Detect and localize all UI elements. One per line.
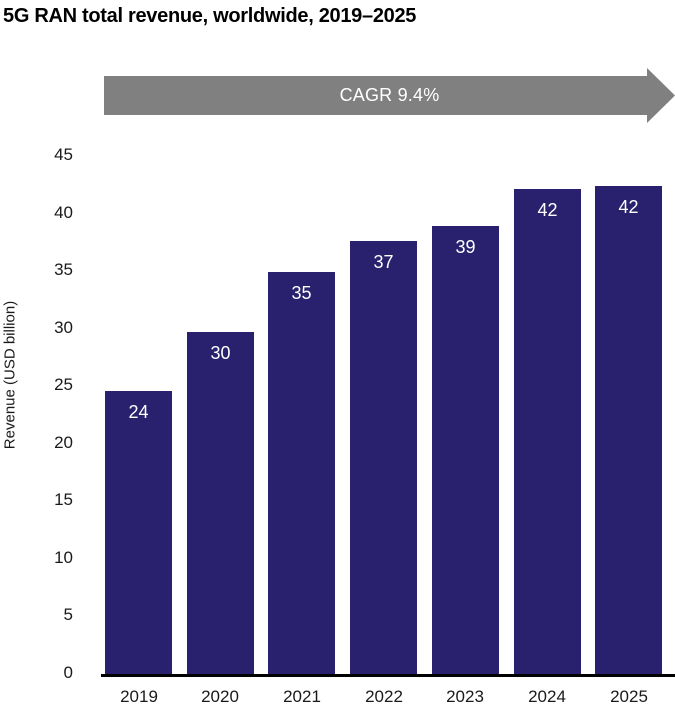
y-tick-label: 40 (54, 202, 73, 222)
x-tick-label: 2019 (120, 687, 158, 706)
bar-value-label: 35 (291, 283, 312, 303)
y-tick-label: 30 (54, 317, 73, 337)
bar-2024: 42 (514, 189, 581, 674)
bar-value-label: 24 (128, 402, 149, 422)
y-tick-label: 0 (63, 663, 73, 682)
bar-2025: 42 (595, 186, 662, 674)
bar-2020: 30 (187, 332, 254, 674)
y-tick-label: 45 (54, 145, 73, 165)
chart-title: 5G RAN total revenue, worldwide, 2019–20… (3, 5, 417, 27)
y-tick-label: 10 (54, 547, 73, 567)
bar-value-label: 37 (373, 252, 394, 272)
x-tick-label: 2022 (365, 687, 403, 706)
y-tick-label: 35 (54, 260, 73, 280)
bar-value-label: 30 (210, 343, 231, 363)
cagr-arrow-banner: CAGR 9.4% (104, 68, 675, 123)
bar-value-label: 42 (618, 197, 639, 217)
bar-2022: 37 (350, 241, 417, 674)
x-tick-label: 2021 (283, 687, 321, 706)
bar-value-label: 39 (455, 237, 476, 257)
bar-value-label: 42 (537, 200, 558, 220)
bar-2023: 39 (432, 226, 499, 674)
y-tick-label: 5 (63, 605, 73, 625)
cagr-label: CAGR 9.4% (339, 85, 440, 105)
x-tick-label: 2025 (610, 687, 648, 706)
x-tick-label: 2024 (528, 687, 566, 706)
x-tick-label: 2020 (201, 687, 239, 706)
y-tick-label: 25 (54, 375, 73, 395)
x-axis-line (101, 674, 675, 677)
bar-2021: 35 (268, 272, 335, 674)
x-tick-label: 2023 (446, 687, 484, 706)
y-tick-label: 20 (54, 432, 73, 452)
y-tick-label: 15 (54, 490, 73, 510)
bar-2019: 24 (105, 391, 172, 674)
